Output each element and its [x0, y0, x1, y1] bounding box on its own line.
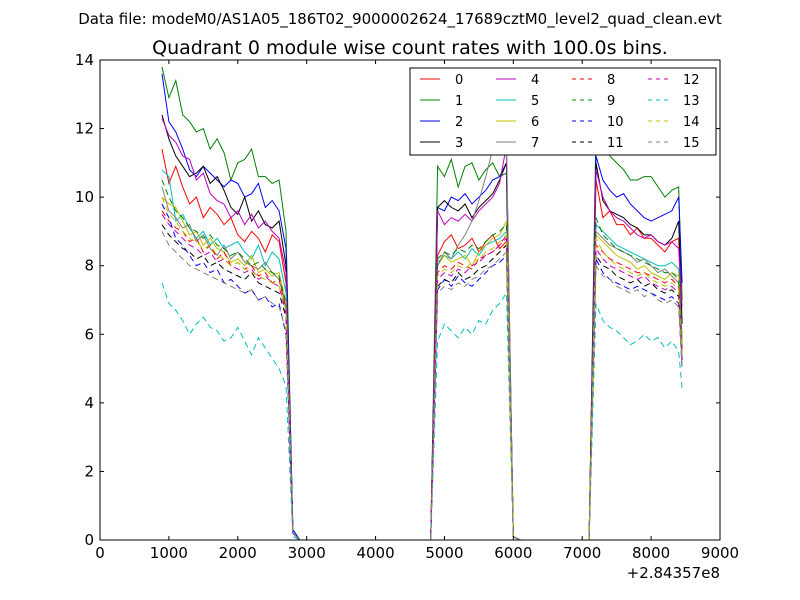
y-tick-label: 4 — [84, 394, 94, 412]
x-tick-label: 6000 — [494, 544, 532, 562]
x-tick-label: 3000 — [288, 544, 326, 562]
plot-frame — [99, 59, 721, 541]
series-line-9 — [161, 179, 683, 541]
legend-label-2: 2 — [455, 115, 463, 130]
y-tick-label: 8 — [84, 257, 94, 275]
x-tick-label: 4000 — [356, 544, 394, 562]
series-line-12 — [161, 214, 683, 541]
series-line-3 — [161, 114, 683, 541]
legend-label-13: 13 — [683, 94, 700, 109]
legend-label-8: 8 — [607, 73, 615, 88]
legend-label-3: 3 — [455, 136, 463, 151]
series-line-13 — [161, 282, 683, 541]
legend-label-1: 1 — [455, 94, 463, 109]
y-tick-label: 10 — [75, 188, 94, 206]
legend-label-14: 14 — [683, 115, 700, 130]
series-line-15 — [161, 231, 683, 541]
series-line-1 — [161, 66, 683, 541]
x-tick-label: 7000 — [563, 544, 601, 562]
x-tick-label: 0 — [95, 544, 105, 562]
ticks-layer: 0 1000 2000 3000 4000 5000 6000 7000 8000 9000 0 2 4… — [75, 51, 739, 562]
series-line-5 — [161, 169, 683, 541]
legend-label-4: 4 — [531, 73, 539, 88]
legend-label-6: 6 — [531, 115, 539, 130]
legend-label-10: 10 — [607, 115, 624, 130]
x-tick-label: 1000 — [150, 544, 188, 562]
x-tick-label: 5000 — [425, 544, 463, 562]
legend-label-11: 11 — [607, 136, 624, 151]
legend-label-9: 9 — [607, 94, 615, 109]
series-line-11 — [161, 224, 683, 541]
legend-label-5: 5 — [531, 94, 539, 109]
legend-label-7: 7 — [531, 136, 539, 151]
series-line-7 — [161, 101, 683, 541]
series-line-0 — [161, 149, 683, 541]
series-line-14 — [161, 196, 683, 541]
series-line-2 — [161, 73, 683, 541]
chart-suptitle: Data file: modeM0/AS1A05_186T02_90000026… — [78, 10, 722, 29]
y-tick-label: 12 — [75, 120, 94, 138]
x-tick-label: 8000 — [632, 544, 670, 562]
y-tick-label: 14 — [75, 51, 94, 69]
legend-frame — [409, 67, 717, 156]
series-line-6 — [161, 196, 683, 541]
chart-title: Quadrant 0 module wise count rates with … — [152, 37, 668, 59]
y-tick-label: 6 — [84, 325, 94, 343]
series-layer — [161, 66, 683, 541]
series-line-4 — [161, 118, 683, 541]
legend-label-0: 0 — [455, 73, 463, 88]
legend-label-12: 12 — [683, 73, 700, 88]
x-tick-label: 2000 — [219, 544, 257, 562]
x-offset-label: +2.84357e8 — [627, 564, 720, 582]
y-tick-label: 0 — [84, 531, 94, 549]
legend-label-15: 15 — [683, 136, 700, 151]
x-tick-label: 9000 — [701, 544, 739, 562]
y-tick-label: 2 — [84, 462, 94, 480]
